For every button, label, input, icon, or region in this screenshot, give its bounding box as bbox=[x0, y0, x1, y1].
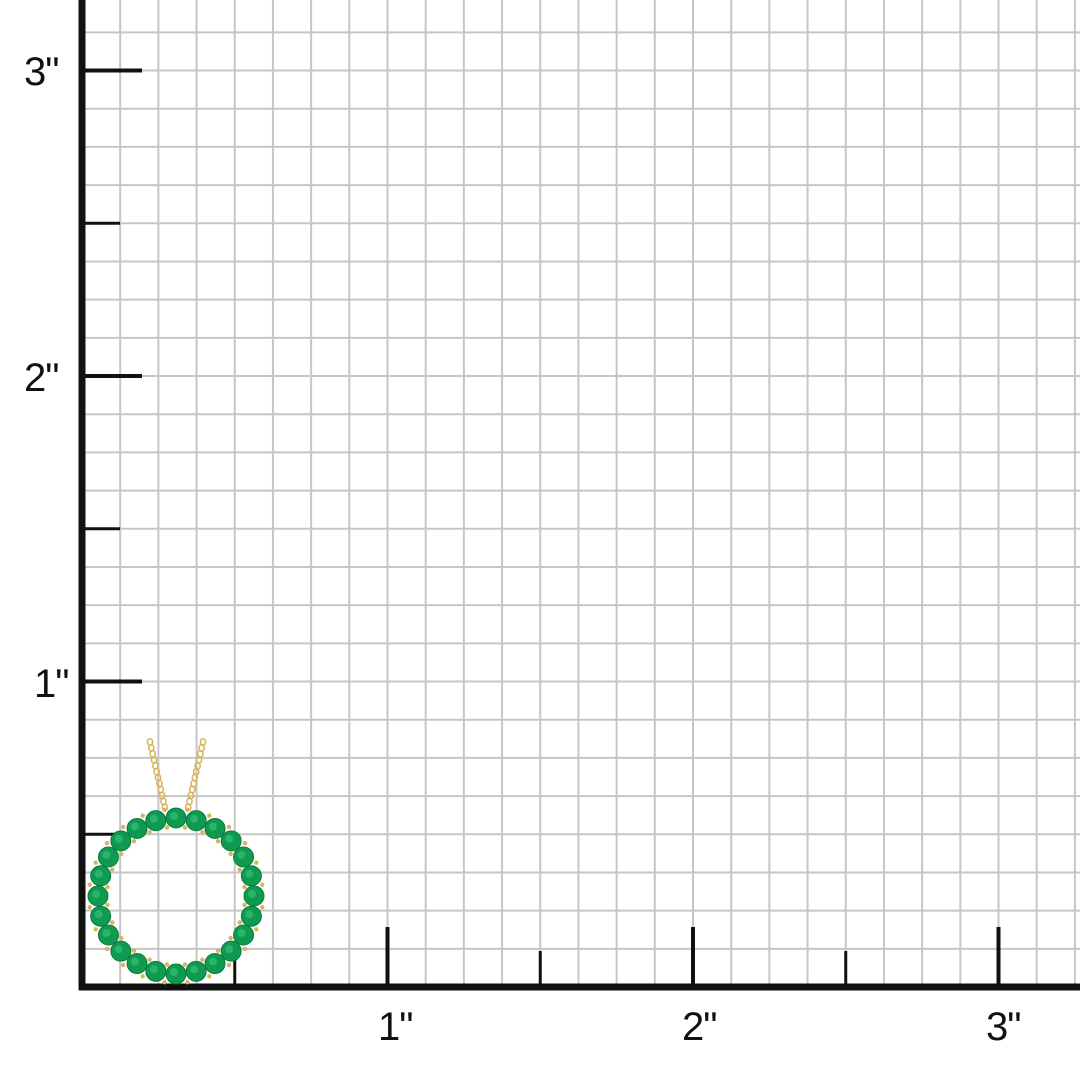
x-label-1in: 1" bbox=[378, 1005, 413, 1049]
prong bbox=[140, 813, 145, 818]
prong bbox=[237, 867, 242, 872]
prong bbox=[104, 840, 110, 846]
prong bbox=[200, 957, 205, 962]
stone-highlight bbox=[149, 814, 158, 823]
stone-highlight bbox=[114, 945, 123, 954]
prong bbox=[147, 830, 152, 835]
prong bbox=[200, 830, 205, 835]
prong bbox=[254, 927, 259, 932]
stone-highlight bbox=[190, 965, 199, 974]
prong bbox=[119, 935, 124, 941]
prong bbox=[182, 962, 188, 967]
prong bbox=[254, 860, 259, 865]
prong bbox=[237, 920, 242, 925]
prong bbox=[242, 840, 248, 846]
stone-highlight bbox=[245, 869, 254, 878]
prong bbox=[87, 882, 92, 887]
prong bbox=[105, 902, 110, 908]
prong bbox=[93, 860, 98, 865]
y-label-3in: 3" bbox=[24, 50, 59, 94]
prong bbox=[260, 905, 265, 910]
stone-highlight bbox=[92, 890, 100, 898]
prong bbox=[260, 882, 265, 887]
prong bbox=[228, 935, 233, 941]
prong bbox=[131, 839, 137, 844]
prong bbox=[93, 927, 98, 932]
prong bbox=[105, 884, 110, 890]
stone-highlight bbox=[237, 929, 246, 937]
stone-highlight bbox=[114, 834, 123, 843]
prong bbox=[120, 962, 126, 968]
prong bbox=[119, 851, 124, 857]
prong bbox=[162, 807, 167, 812]
prong bbox=[182, 825, 188, 830]
prong bbox=[110, 920, 115, 925]
y-label-2in: 2" bbox=[24, 356, 59, 400]
stone-highlight bbox=[245, 910, 254, 919]
prong bbox=[242, 946, 248, 952]
prong bbox=[207, 974, 212, 979]
stone-highlight bbox=[131, 822, 139, 831]
stone-highlight bbox=[225, 834, 234, 843]
stone-highlight bbox=[170, 812, 178, 820]
stone-highlight bbox=[190, 814, 199, 823]
stone-highlight bbox=[237, 851, 246, 859]
prong bbox=[87, 905, 92, 910]
y-label-1in: 1" bbox=[34, 662, 69, 706]
prong bbox=[242, 884, 247, 890]
stone-highlight bbox=[248, 890, 256, 898]
stone-highlight bbox=[102, 929, 111, 937]
stone-highlight bbox=[209, 822, 217, 831]
stone-highlight bbox=[94, 910, 103, 919]
stone-highlight bbox=[131, 957, 139, 966]
stone-highlight bbox=[225, 945, 234, 954]
prong bbox=[207, 813, 212, 818]
x-label-3in: 3" bbox=[986, 1005, 1021, 1049]
prong bbox=[131, 948, 137, 953]
prong bbox=[242, 902, 247, 908]
prong bbox=[185, 807, 190, 812]
prong bbox=[228, 851, 233, 857]
stone-highlight bbox=[170, 968, 178, 976]
prong bbox=[226, 962, 232, 968]
prong bbox=[164, 825, 170, 830]
prong bbox=[110, 867, 115, 872]
prong bbox=[120, 824, 126, 830]
prong bbox=[162, 980, 167, 985]
x-label-2in: 2" bbox=[682, 1005, 717, 1049]
stone-highlight bbox=[149, 965, 158, 974]
prong bbox=[104, 946, 110, 952]
prong bbox=[164, 962, 170, 967]
prong bbox=[215, 839, 221, 844]
prong bbox=[215, 948, 221, 953]
prong bbox=[185, 980, 190, 985]
prong bbox=[226, 824, 232, 830]
stone-highlight bbox=[94, 869, 103, 878]
prong bbox=[140, 974, 145, 979]
stone-highlight bbox=[102, 851, 111, 859]
stone-highlight bbox=[209, 957, 217, 966]
prong bbox=[147, 957, 152, 962]
